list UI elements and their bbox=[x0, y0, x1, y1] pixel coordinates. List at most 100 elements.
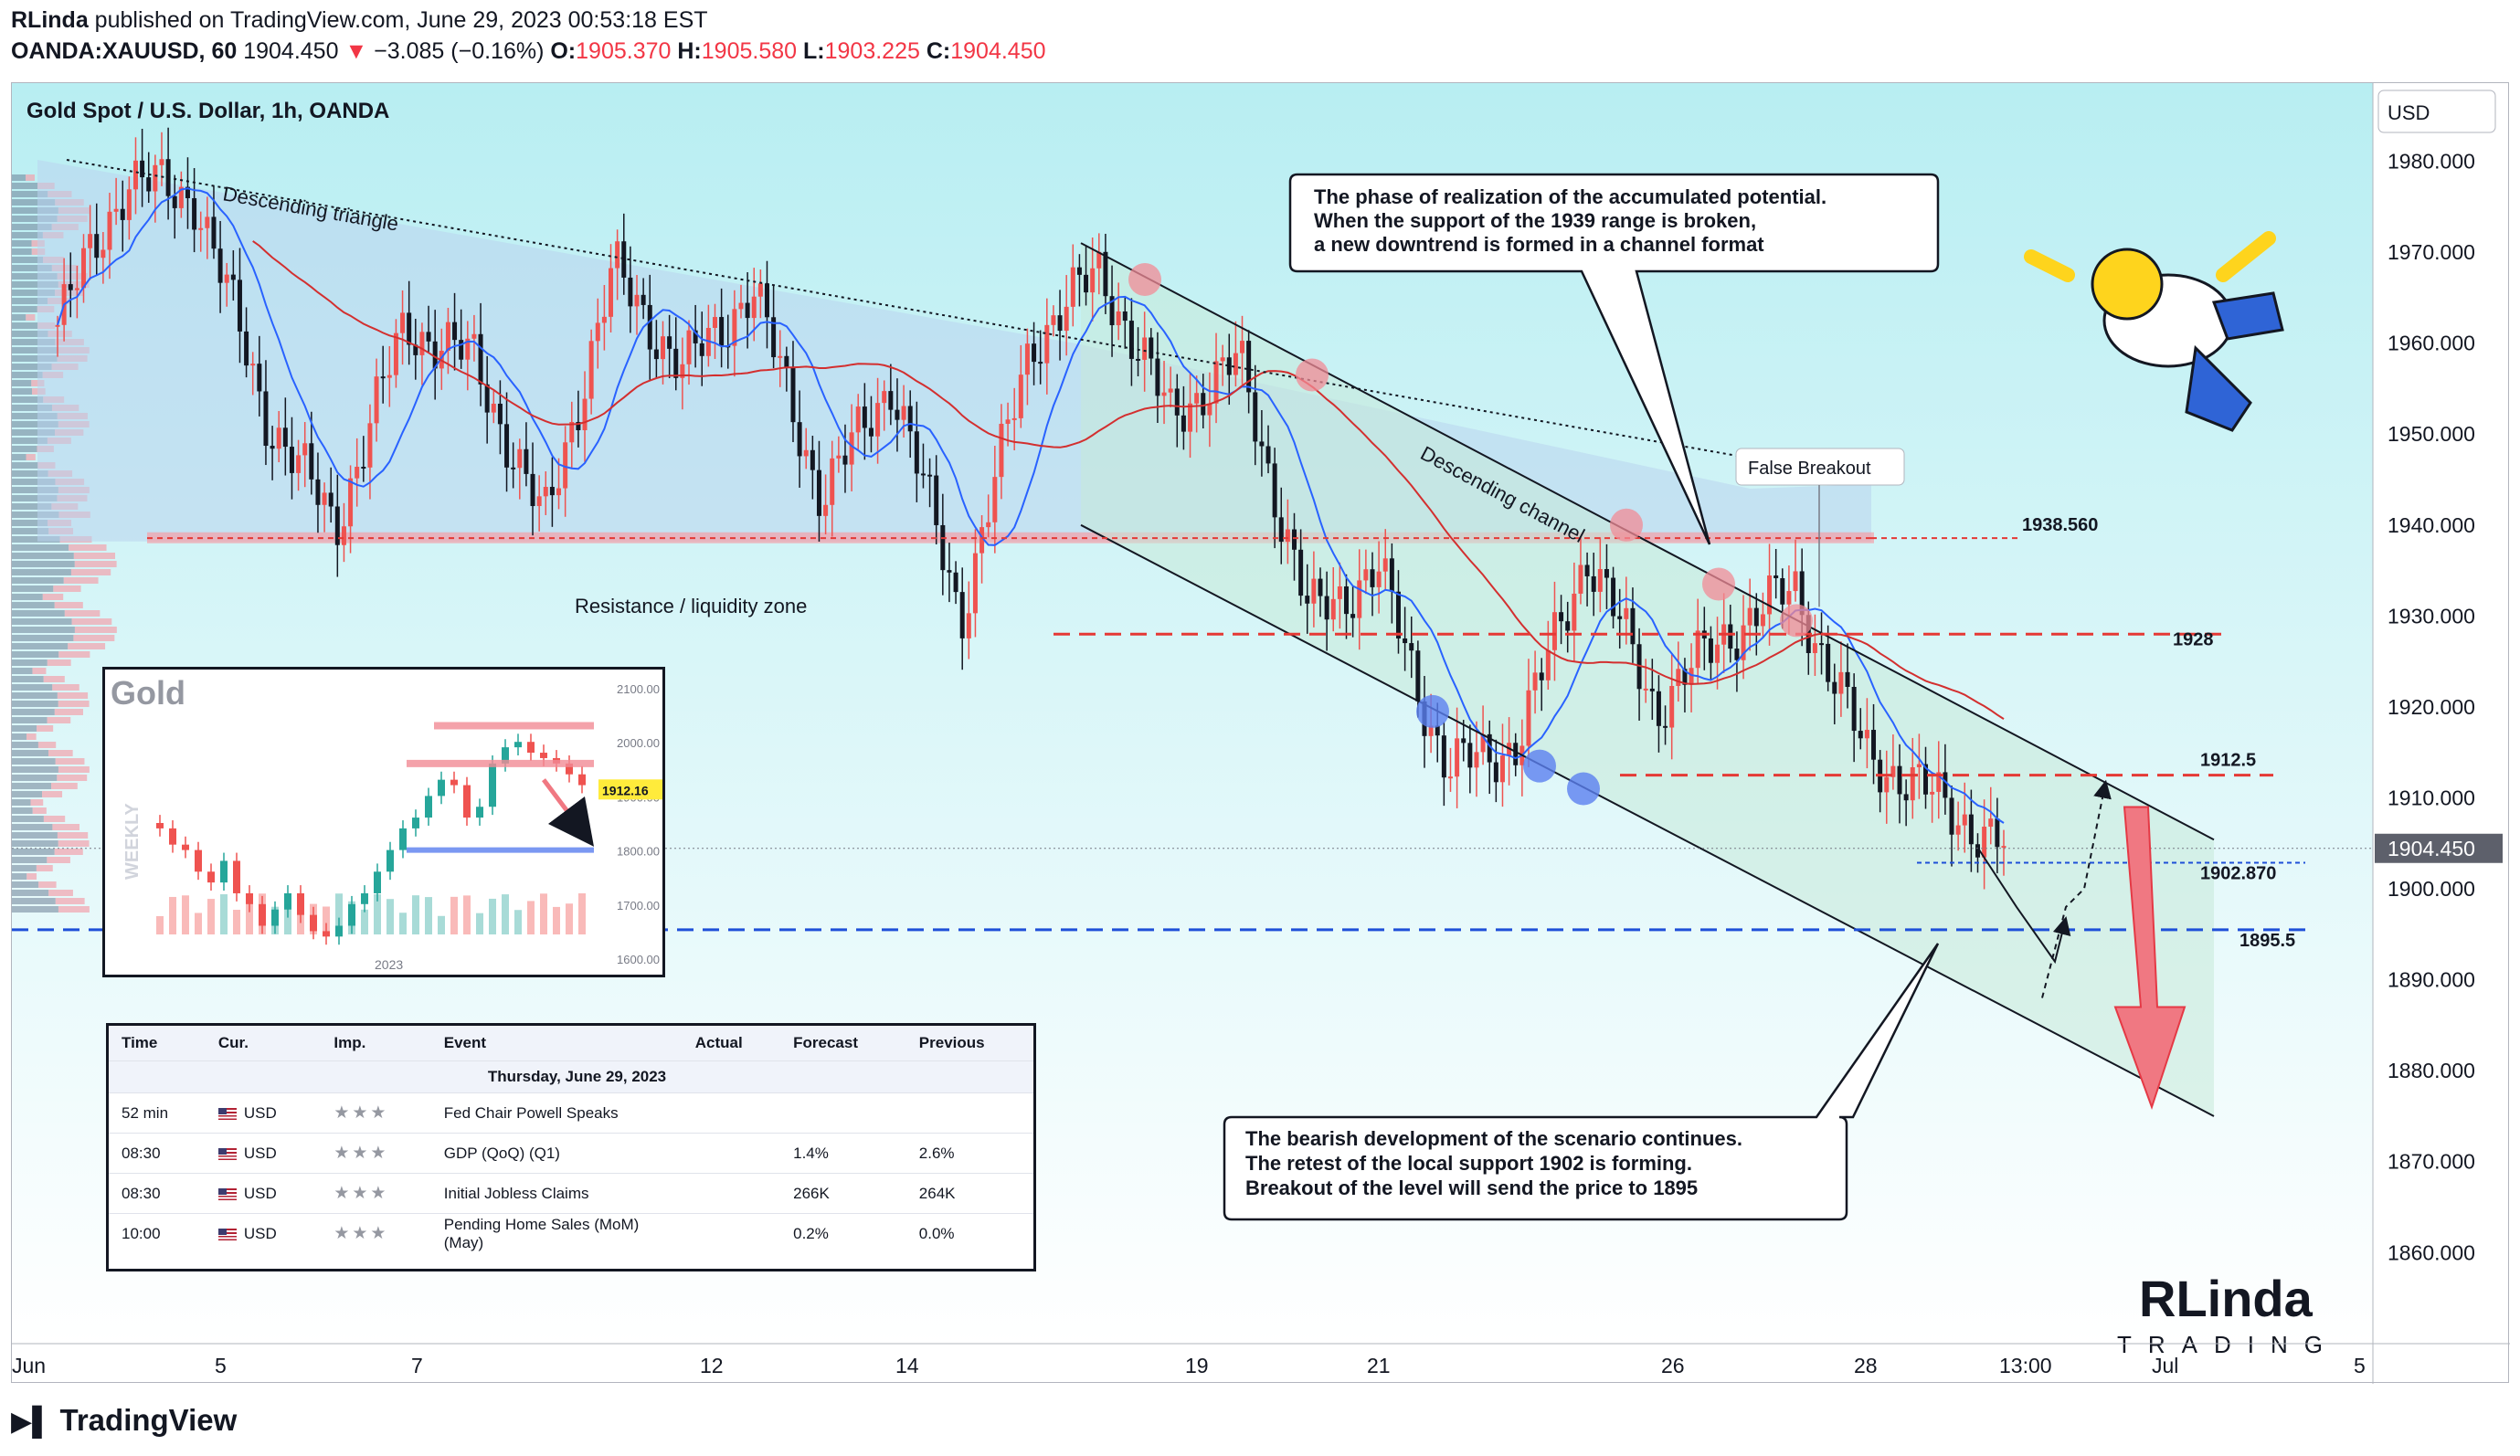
level-label: 1902.870 bbox=[2200, 863, 2276, 883]
time-tick: 21 bbox=[1367, 1354, 1391, 1377]
calendar-row[interactable]: 52 min USD ★★★ Fed Chair Powell Speaks bbox=[109, 1092, 1033, 1134]
candle-body bbox=[1487, 733, 1492, 763]
candle-body bbox=[1382, 558, 1388, 572]
candle-body bbox=[153, 164, 158, 192]
candle-body bbox=[355, 467, 360, 479]
volume-bar bbox=[26, 454, 36, 460]
volume-bar bbox=[12, 742, 38, 748]
calendar-time: 08:30 bbox=[109, 1133, 206, 1174]
volume-bar bbox=[57, 775, 88, 781]
trendlines-layer bbox=[66, 159, 2215, 1117]
candle-body bbox=[1305, 596, 1310, 604]
volume-bar bbox=[12, 413, 58, 419]
volume-bar bbox=[58, 906, 90, 913]
calendar-previous bbox=[905, 1092, 1033, 1134]
candle-body bbox=[328, 492, 334, 507]
candle-body bbox=[198, 227, 204, 230]
volume-bar bbox=[12, 487, 58, 493]
high-value: 1905.580 bbox=[701, 38, 798, 64]
volume-bar bbox=[12, 339, 56, 345]
calendar-header-row: Time Cur. Imp. Event Actual Forecast Pre… bbox=[109, 1026, 1033, 1061]
candle-body bbox=[126, 189, 132, 220]
volume-bar bbox=[12, 561, 75, 567]
candle-body bbox=[1767, 575, 1773, 615]
volume-bar bbox=[37, 725, 54, 732]
volume-bar bbox=[54, 602, 83, 608]
candle-body bbox=[1265, 446, 1271, 464]
time-tick: 14 bbox=[895, 1354, 919, 1377]
candle-body bbox=[771, 317, 777, 358]
candle-body bbox=[1656, 691, 1661, 726]
volume-bar bbox=[69, 544, 107, 551]
inset-candle-body bbox=[284, 892, 291, 910]
calendar-row[interactable]: 08:30 USD ★★★ Initial Jobless Claims 266K 264… bbox=[109, 1173, 1033, 1214]
volume-bar bbox=[12, 421, 58, 427]
candle-body bbox=[1149, 337, 1154, 359]
candle-body bbox=[1376, 571, 1382, 587]
symbol-label[interactable]: OANDA:XAUUSD, 60 bbox=[11, 38, 238, 64]
volume-bar bbox=[43, 676, 65, 682]
candle-body bbox=[830, 458, 835, 505]
inset-candle-body bbox=[566, 763, 573, 775]
candle-body bbox=[1617, 616, 1623, 619]
calendar-actual bbox=[682, 1133, 781, 1174]
volume-bar bbox=[48, 750, 73, 756]
calendar-previous: 0.0% bbox=[905, 1213, 1033, 1253]
volume-bar bbox=[12, 512, 59, 518]
inset-volume-bar bbox=[514, 910, 522, 934]
calendar-date-row: Thursday, June 29, 2023 bbox=[109, 1060, 1033, 1093]
candle-body bbox=[862, 406, 867, 428]
volume-bar bbox=[42, 594, 64, 600]
volume-bar bbox=[12, 248, 32, 255]
volume-bar bbox=[12, 668, 33, 674]
candle-body bbox=[367, 423, 373, 468]
candle-body bbox=[907, 406, 913, 432]
candle-body bbox=[459, 340, 464, 360]
volume-bar bbox=[12, 594, 43, 600]
inset-volume-bar bbox=[182, 895, 189, 934]
callout-bottom-line: Breakout of the level will send the pric… bbox=[1245, 1176, 1698, 1199]
candle-body bbox=[1832, 681, 1837, 694]
calendar-row[interactable]: 10:00 USD ★★★ Pending Home Sales (MoM) (May… bbox=[109, 1213, 1033, 1253]
candle-body bbox=[1930, 791, 1935, 795]
volume-bar bbox=[12, 635, 74, 641]
candle-body bbox=[1220, 357, 1225, 362]
candle-body bbox=[178, 186, 184, 208]
candle-body bbox=[549, 487, 555, 496]
last-price-tag bbox=[2375, 833, 2503, 863]
inset-candle-body bbox=[310, 914, 317, 932]
us-flag-icon bbox=[217, 1107, 237, 1120]
candle-body bbox=[471, 333, 477, 339]
volume-bar bbox=[12, 536, 60, 543]
publisher-name[interactable]: RLinda bbox=[11, 7, 89, 33]
candle-body bbox=[563, 442, 568, 489]
swing-high-marker bbox=[1610, 508, 1643, 542]
time-tick: 28 bbox=[1854, 1354, 1878, 1377]
candle-body bbox=[536, 496, 542, 507]
candle-body bbox=[80, 248, 86, 289]
volume-bar bbox=[12, 758, 56, 765]
candle-body bbox=[1292, 529, 1297, 550]
candle-body bbox=[230, 274, 236, 280]
candle-body bbox=[393, 332, 398, 375]
candle-body bbox=[1370, 569, 1375, 587]
swing-markers bbox=[1128, 262, 1813, 806]
candle-body bbox=[374, 376, 379, 424]
candle-body bbox=[172, 195, 177, 208]
candle-body bbox=[1011, 417, 1017, 420]
candle-body bbox=[699, 343, 704, 356]
price-change: −3.085 (−0.16%) bbox=[374, 38, 545, 64]
candle-body bbox=[1272, 463, 1277, 518]
importance-stars-icon: ★★★ bbox=[334, 1144, 389, 1163]
change-arrow-icon: ▼ bbox=[344, 38, 368, 64]
volume-bar bbox=[64, 610, 101, 617]
calendar-row[interactable]: 08:30 USD ★★★ GDP (QoQ) (Q1) 1.4% 2.6% bbox=[109, 1133, 1033, 1174]
inset-volume-bar bbox=[386, 899, 394, 934]
tradingview-footer[interactable]: ▶▌ TradingView bbox=[11, 1403, 237, 1438]
inset-down-arrow-icon bbox=[542, 778, 595, 847]
importance-stars-icon: ★★★ bbox=[334, 1184, 389, 1203]
candle-body bbox=[1676, 669, 1681, 686]
inset-candle-body bbox=[412, 818, 419, 828]
candle-body bbox=[778, 355, 783, 358]
candle-body bbox=[1467, 743, 1473, 768]
